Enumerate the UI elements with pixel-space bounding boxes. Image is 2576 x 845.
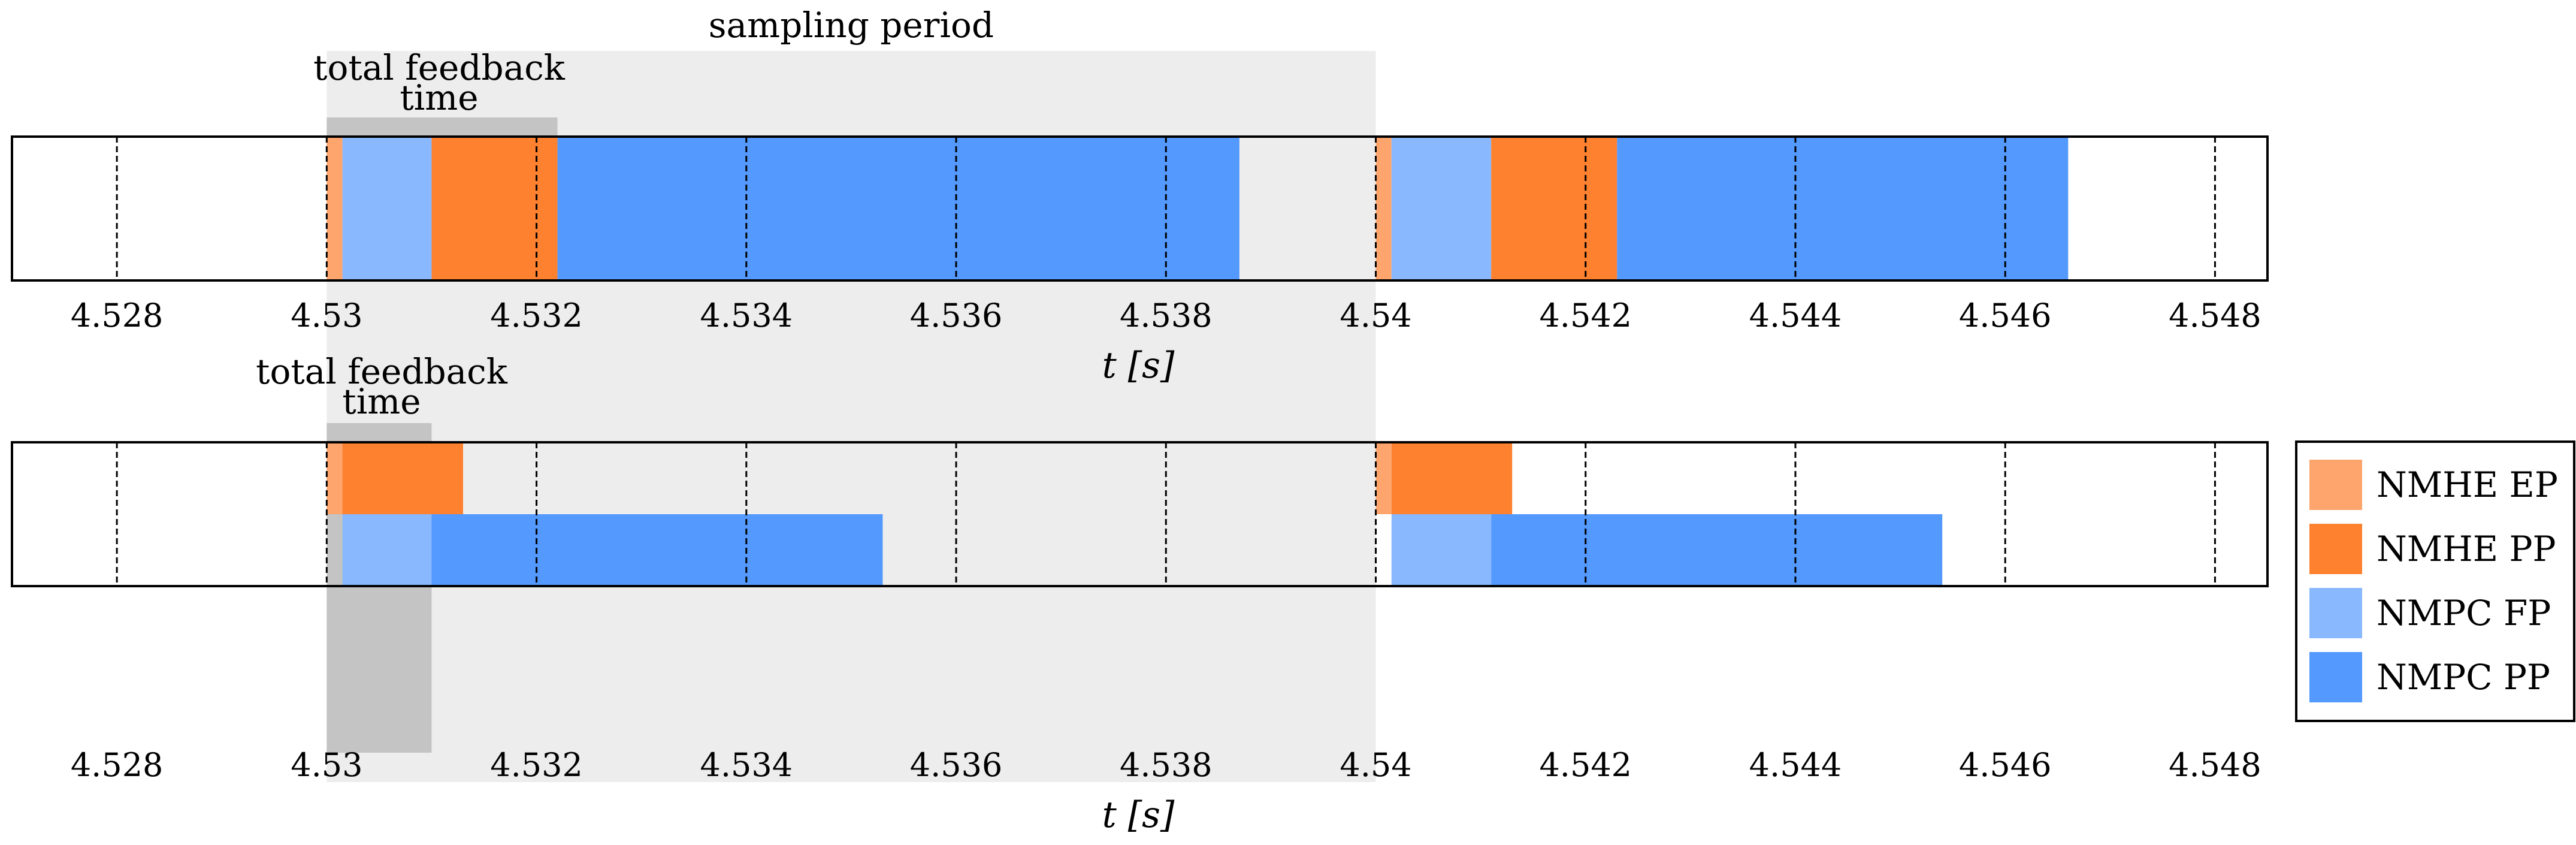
axes-frame-bottom [11, 441, 2269, 587]
tick-label-bottom: 4.54 [1340, 746, 1411, 784]
panel-bg-left-bottom [12, 442, 327, 586]
legend-swatch-nmpc-fp [2309, 588, 2362, 638]
segment-nmpc-fp-top [342, 137, 432, 280]
frames-layer [11, 135, 2269, 587]
legend-swatch-nmpc-pp [2309, 652, 2362, 702]
legend-label-nmhe-ep: NMHE EP [2377, 464, 2558, 505]
tick-label-bottom: 4.546 [1959, 746, 2052, 784]
tick-label-top: 4.546 [1959, 297, 2052, 334]
segment-nmhe-ep-top [1375, 137, 1392, 280]
segment-nmhe-ep-top [326, 137, 343, 280]
sampling-period-label: sampling period [709, 5, 994, 46]
ticks-layer [116, 137, 2216, 586]
segment-nmhe-pp-bottom [1391, 442, 1513, 514]
tick-label-top: 4.53 [291, 297, 362, 334]
bars-layer [326, 137, 2069, 586]
legend-swatch-nmhe-pp [2309, 524, 2362, 574]
feedback-label-line1-top: total feedback [313, 47, 566, 88]
tick-label-top: 4.544 [1749, 297, 1842, 334]
segment-nmpc-fp-bottom [1391, 514, 1492, 586]
legend-label-nmpc-pp: NMPC PP [2377, 657, 2550, 698]
feedback-label-line2-top: time [400, 77, 478, 118]
legend-swatch-nmhe-ep [2309, 460, 2362, 510]
segment-nmpc-pp-top [1617, 137, 2069, 280]
segment-nmpc-pp-top [557, 137, 1239, 280]
tick-label-bottom: 4.53 [291, 746, 362, 784]
feedback-time-shade-top [326, 117, 558, 137]
panel-bg-left-top [12, 137, 327, 280]
segment-nmpc-pp-bottom [1491, 514, 1943, 586]
tick-label-bottom: 4.532 [490, 746, 583, 784]
tick-label-top: 4.542 [1539, 297, 1632, 334]
segment-nmhe-pp-top [431, 137, 558, 280]
feedback-label-line2-bottom: time [342, 381, 421, 422]
tick-label-top: 4.532 [490, 297, 583, 334]
segment-nmhe-pp-bottom [342, 442, 463, 514]
tick-label-bottom: 4.542 [1539, 746, 1632, 784]
tick-label-bottom: 4.536 [910, 746, 1003, 784]
tick-label-top: 4.536 [910, 297, 1003, 334]
tick-label-bottom: 4.544 [1749, 746, 1842, 784]
legend-label-nmhe-pp: NMHE PP [2377, 529, 2556, 569]
tick-label-bottom: 4.548 [2169, 746, 2261, 784]
x-axis-label-top: t [s] [1102, 345, 1175, 387]
tick-label-bottom: 4.534 [700, 746, 793, 784]
segment-nmpc-fp-bottom [342, 514, 432, 586]
segment-nmhe-pp-top [1491, 137, 1617, 280]
legend-label-nmpc-fp: NMPC FP [2377, 593, 2551, 633]
segment-nmhe-ep-bottom [326, 442, 343, 514]
tick-label-top: 4.538 [1120, 297, 1213, 334]
axes-frame-top [11, 135, 2269, 282]
tick-label-top: 4.54 [1340, 297, 1411, 334]
tick-label-bottom: 4.528 [71, 746, 164, 784]
tick-label-top: 4.528 [71, 297, 164, 334]
segment-nmhe-ep-bottom [1375, 442, 1392, 514]
tick-label-bottom: 4.538 [1120, 746, 1213, 784]
feedback-label-line1-bottom: total feedback [256, 351, 508, 392]
segment-nmpc-pp-bottom [431, 514, 883, 586]
segment-nmpc-fp-top [1391, 137, 1492, 280]
tick-label-top: 4.548 [2169, 297, 2261, 334]
x-axis-label-bottom: t [s] [1102, 794, 1175, 836]
legend-layer: NMHE EP NMHE PP NMPC FP NMPC PP [2295, 440, 2575, 722]
tick-label-top: 4.534 [700, 297, 793, 334]
